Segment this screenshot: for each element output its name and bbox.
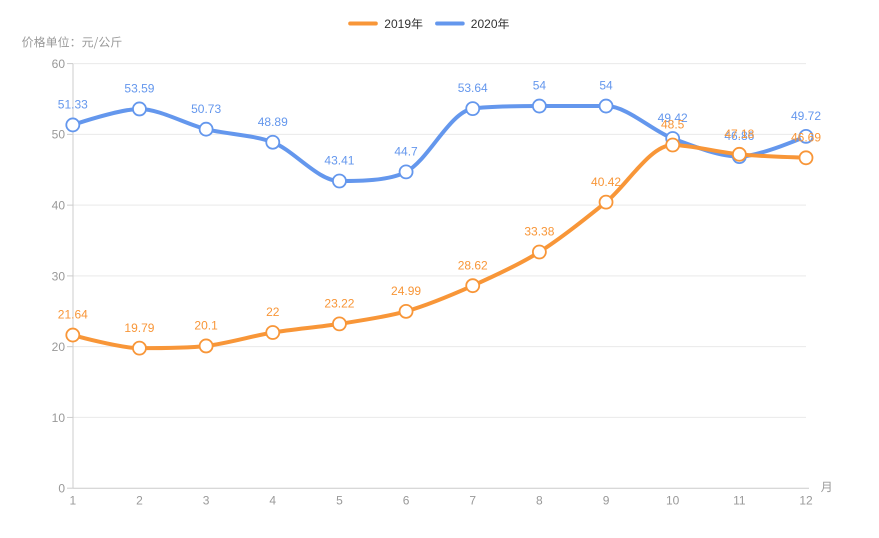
svg-text:51.33: 51.33	[58, 98, 88, 112]
svg-text:9: 9	[603, 494, 610, 508]
svg-text:20: 20	[52, 340, 66, 354]
svg-text:33.38: 33.38	[524, 225, 554, 239]
svg-text:4: 4	[269, 494, 276, 508]
svg-text:20.1: 20.1	[194, 319, 218, 333]
svg-text:21.64: 21.64	[58, 308, 88, 322]
svg-text:10: 10	[52, 411, 66, 425]
svg-text:2019: 2019	[384, 17, 411, 31]
svg-text:50: 50	[52, 128, 66, 142]
svg-text:6: 6	[403, 494, 410, 508]
svg-text:23.22: 23.22	[324, 296, 354, 310]
svg-text:54: 54	[599, 79, 613, 93]
svg-text:43.41: 43.41	[324, 154, 354, 168]
svg-text:10: 10	[666, 494, 680, 508]
svg-text:12: 12	[799, 494, 813, 508]
svg-text:47.18: 47.18	[724, 127, 754, 141]
svg-text:0: 0	[58, 482, 65, 496]
svg-text:44.7: 44.7	[394, 144, 418, 158]
svg-text:46.69: 46.69	[791, 130, 821, 144]
svg-text:60: 60	[52, 57, 66, 71]
svg-text:48.5: 48.5	[661, 118, 685, 132]
svg-text:1: 1	[69, 494, 76, 508]
svg-text:40: 40	[52, 199, 66, 213]
svg-text:11: 11	[733, 494, 746, 508]
svg-text:2: 2	[136, 494, 143, 508]
svg-text:54: 54	[533, 79, 547, 93]
svg-text:8: 8	[536, 494, 543, 508]
svg-text:48.89: 48.89	[258, 115, 288, 129]
svg-text:28.62: 28.62	[458, 258, 488, 272]
svg-text:30: 30	[52, 269, 66, 283]
svg-text:46.86: 46.86	[724, 129, 754, 143]
svg-text:50.73: 50.73	[191, 102, 221, 116]
svg-text:2020: 2020	[471, 17, 498, 31]
svg-text:19.79: 19.79	[124, 321, 154, 335]
svg-text:7: 7	[469, 494, 476, 508]
svg-text:3: 3	[203, 494, 210, 508]
svg-text:24.99: 24.99	[391, 284, 421, 298]
svg-text:53.59: 53.59	[124, 82, 154, 96]
svg-text:22: 22	[266, 305, 280, 319]
svg-text:53.64: 53.64	[458, 81, 488, 95]
svg-text:49.42: 49.42	[658, 111, 688, 125]
svg-text:49.72: 49.72	[791, 109, 821, 123]
svg-text:5: 5	[336, 494, 343, 508]
svg-text:40.42: 40.42	[591, 175, 621, 189]
